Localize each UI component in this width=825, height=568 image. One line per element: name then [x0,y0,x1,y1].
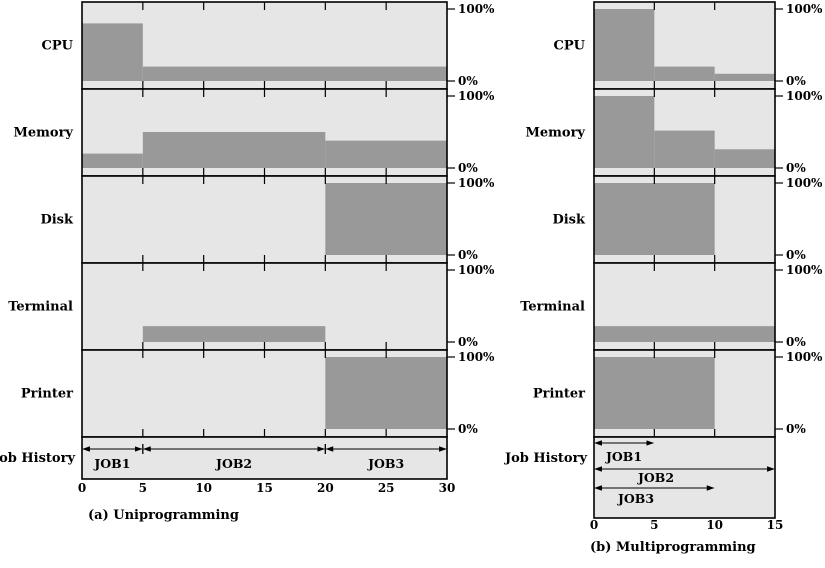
row-label-terminal: Terminal [520,300,585,315]
chart-panel-1: 100%0%CPU100%0%Memory100%0%Disk100%0%Ter… [504,1,823,555]
bar-memory-1 [142,132,326,168]
bar-cpu-1 [654,66,715,81]
pct-label-100: 100% [786,176,823,190]
pct-label-0: 0% [458,335,478,349]
x-tick-label: 10 [706,518,723,532]
pct-label-100: 100% [458,263,495,277]
bar-memory-0 [82,153,143,168]
x-tick-label: 5 [650,518,658,532]
job-label-job1: JOB1 [605,449,642,464]
bar-cpu-0 [594,9,655,81]
pct-label-0: 0% [786,248,806,262]
panel-caption: (b) Multiprogramming [590,540,756,555]
bar-disk-0 [325,183,447,255]
pct-label-0: 0% [786,422,806,436]
job-label-job3: JOB3 [367,456,404,471]
pct-label-0: 0% [458,74,478,88]
pct-label-0: 0% [786,335,806,349]
panel-caption: (a) Uniprogramming [88,508,239,523]
row-label-disk: Disk [552,213,586,228]
job-history-label: Job History [0,451,75,466]
row-label-memory: Memory [14,126,74,141]
job-label-job1: JOB1 [93,456,130,471]
pct-label-100: 100% [458,350,495,364]
job-label-job3: JOB3 [617,491,654,506]
x-tick-label: 15 [767,518,784,532]
job-label-job2: JOB2 [215,456,252,471]
x-tick-label: 5 [139,481,147,495]
bar-memory-1 [654,130,715,168]
x-tick-label: 30 [439,481,456,495]
pct-label-0: 0% [458,422,478,436]
row-label-terminal: Terminal [8,300,73,315]
x-tick-label: 0 [590,518,598,532]
bar-cpu-0 [82,23,143,81]
pct-label-0: 0% [786,161,806,175]
pct-label-100: 100% [458,89,495,103]
row-label-cpu: CPU [42,39,74,54]
row-label-printer: Printer [533,387,585,402]
bar-cpu-1 [142,66,448,81]
bar-cpu-2 [714,73,775,81]
bar-memory-2 [325,140,447,168]
pct-label-100: 100% [786,350,823,364]
x-tick-label: 20 [317,481,334,495]
bar-memory-0 [594,96,655,168]
bar-terminal-0 [594,326,775,342]
pct-label-100: 100% [458,176,495,190]
pct-label-0: 0% [458,161,478,175]
job-history-box [593,436,776,519]
pct-label-100: 100% [786,263,823,277]
row-label-cpu: CPU [554,39,586,54]
pct-label-0: 0% [458,248,478,262]
row-label-memory: Memory [526,126,586,141]
chart-panel-0: 100%0%CPU100%0%Memory100%0%Disk100%0%Ter… [0,1,495,523]
row-label-printer: Printer [21,387,73,402]
bar-terminal-0 [142,326,326,342]
bar-disk-0 [594,183,715,255]
pct-label-100: 100% [786,2,823,16]
bar-memory-2 [714,149,775,168]
pct-label-0: 0% [786,74,806,88]
pct-label-100: 100% [786,89,823,103]
x-tick-label: 0 [78,481,86,495]
job-label-job2: JOB2 [637,470,674,485]
pct-label-100: 100% [458,2,495,16]
bar-printer-0 [594,357,715,429]
x-tick-label: 25 [378,481,395,495]
bar-printer-0 [325,357,447,429]
x-tick-label: 15 [256,481,273,495]
x-tick-label: 10 [195,481,212,495]
row-label-disk: Disk [40,213,74,228]
job-history-label: Job History [504,451,588,466]
